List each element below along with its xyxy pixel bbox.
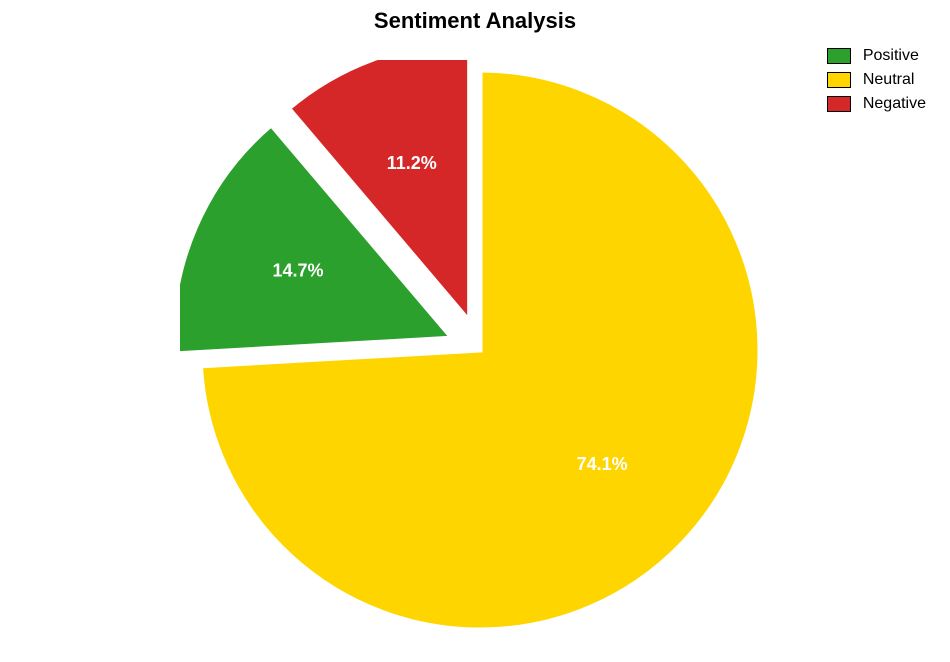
sentiment-pie-chart: Sentiment Analysis 11.2% 14.7% 74.1% Posit… (0, 0, 950, 662)
legend: Positive Neutral Negative (827, 44, 926, 116)
legend-swatch-negative (827, 96, 851, 112)
legend-swatch-neutral (827, 72, 851, 88)
slice-label-positive: 14.7% (273, 261, 324, 281)
legend-item-neutral: Neutral (827, 68, 926, 92)
legend-label: Negative (863, 95, 926, 113)
legend-swatch-positive (827, 48, 851, 64)
pie-svg: 11.2% 14.7% 74.1% (180, 60, 780, 660)
chart-title: Sentiment Analysis (0, 8, 950, 34)
legend-label: Neutral (863, 71, 915, 89)
slice-label-neutral: 74.1% (577, 454, 628, 474)
slice-label-negative: 11.2% (387, 153, 437, 173)
legend-item-negative: Negative (827, 92, 926, 116)
legend-item-positive: Positive (827, 44, 926, 68)
legend-label: Positive (863, 47, 919, 65)
